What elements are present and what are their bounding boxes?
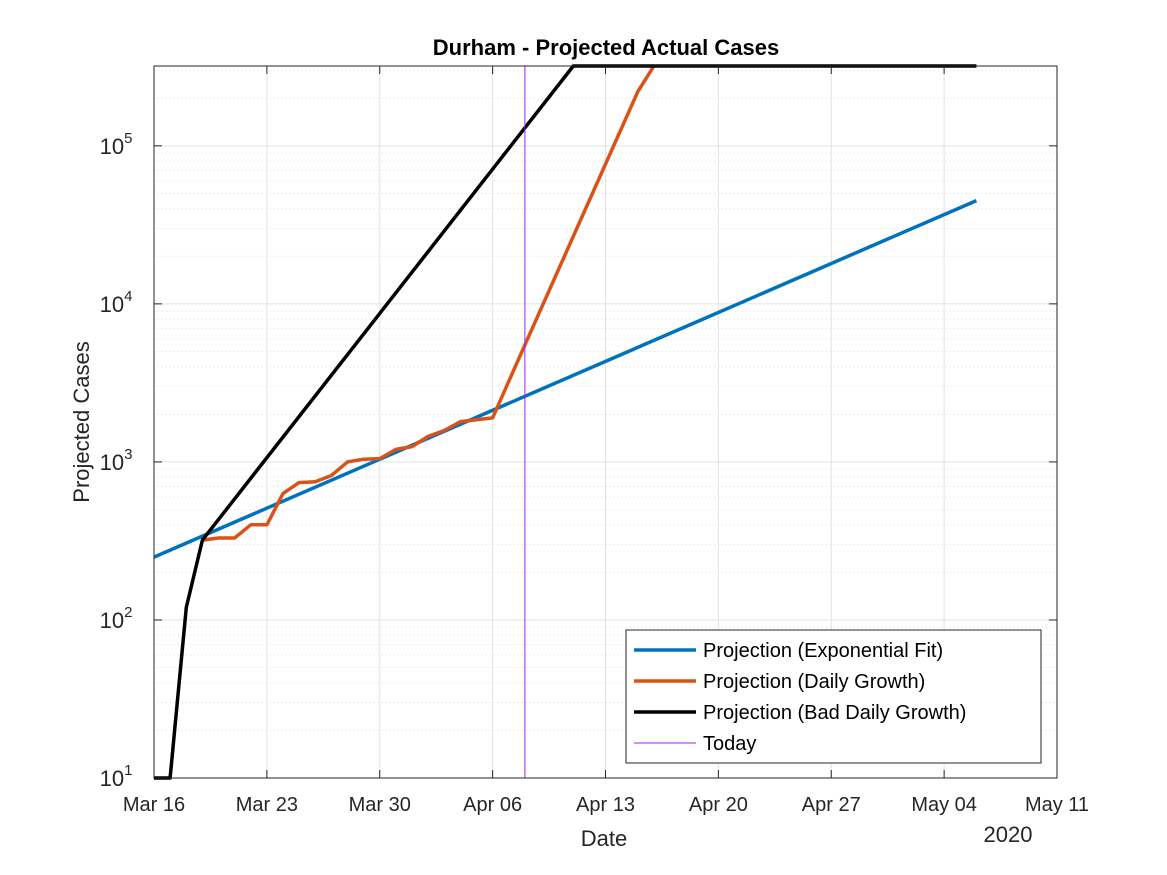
legend-label: Projection (Exponential Fit) xyxy=(703,640,943,662)
x-axis-label: Date xyxy=(581,826,627,851)
year-label: 2020 xyxy=(984,822,1033,847)
x-axis: Mar 16 Mar 23 Mar 30 Apr 06 Apr 13 Apr 20 Apr … xyxy=(123,66,1089,816)
y-tick-label: 101 xyxy=(100,762,133,791)
x-tick-label: Mar 16 xyxy=(123,794,185,816)
legend-label: Projection (Daily Growth) xyxy=(703,671,925,693)
y-tick-label: 102 xyxy=(100,604,133,633)
x-tick-label: Mar 23 xyxy=(236,794,298,816)
legend-box xyxy=(625,629,1042,764)
x-tick-label: May 11 xyxy=(1025,794,1089,816)
legend-label: Today xyxy=(703,733,756,755)
y-tick-label: 104 xyxy=(100,288,133,317)
x-tick-label: Apr 13 xyxy=(576,794,635,816)
y-axis: 101 102 103 104 105 xyxy=(100,130,1057,791)
y-axis-label: Projected Cases xyxy=(69,341,94,502)
x-tick-label: Apr 20 xyxy=(689,794,748,816)
series-line-1 xyxy=(202,65,656,542)
x-tick-label: Apr 06 xyxy=(463,794,522,816)
legend: Projection (Exponential Fit) Projection (… xyxy=(625,629,1042,764)
x-tick-label: Mar 30 xyxy=(349,794,411,816)
x-tick-label: Apr 27 xyxy=(802,794,861,816)
y-tick-label: 103 xyxy=(100,446,133,475)
y-tick-label: 105 xyxy=(100,130,133,159)
x-tick-label: May 04 xyxy=(911,794,977,816)
chart-title: Durham - Projected Actual Cases xyxy=(433,35,779,60)
series-line-0 xyxy=(153,198,978,559)
legend-label: Projection (Bad Daily Growth) xyxy=(703,702,966,724)
